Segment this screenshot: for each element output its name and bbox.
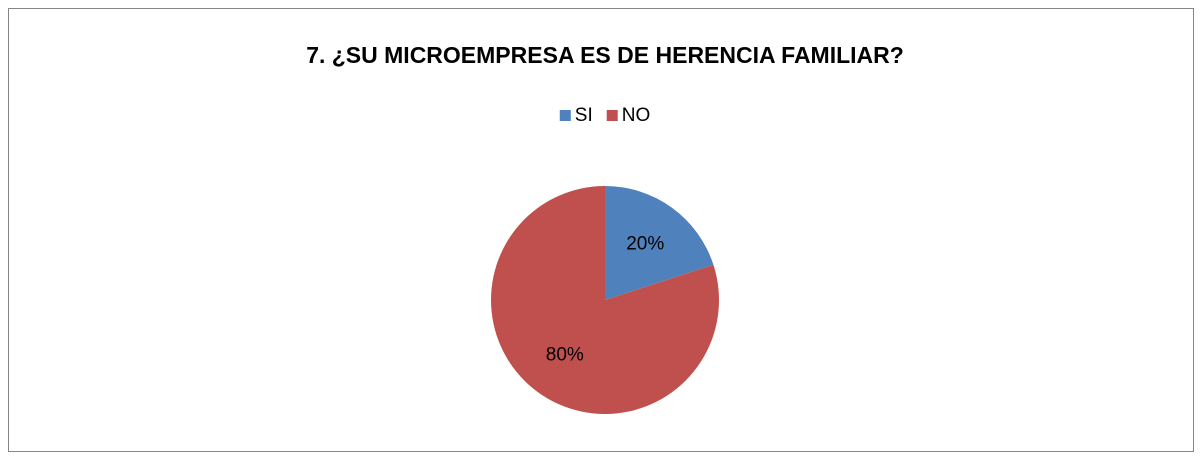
pie-slice (491, 186, 720, 414)
legend-label: SI (575, 105, 593, 126)
legend-swatch (606, 110, 618, 121)
pie-slice (605, 186, 714, 300)
legend-swatch (559, 110, 571, 121)
legend-label: NO (622, 105, 651, 126)
data-label: 20% (626, 234, 664, 255)
chart-title: 7. ¿SU MICROEMPRESA ES DE HERENCIA FAMIL… (306, 42, 904, 68)
data-label: 80% (546, 344, 584, 365)
